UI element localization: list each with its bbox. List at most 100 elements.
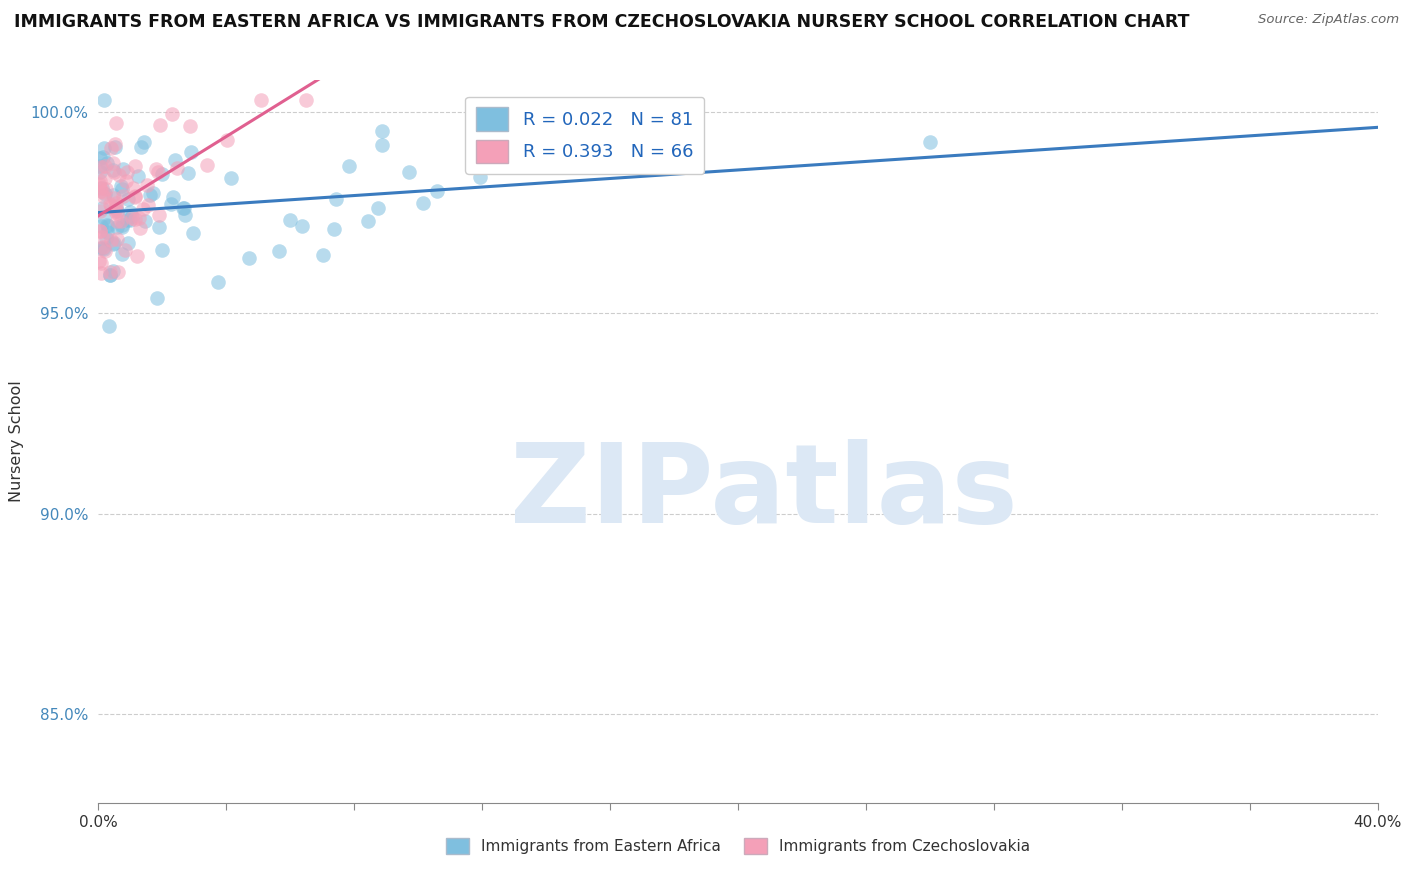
Point — [104, 204, 127, 219]
Point — [174, 209, 197, 223]
Point — [172, 202, 194, 216]
Point — [124, 188, 146, 202]
Point — [97, 318, 120, 333]
Point — [162, 190, 184, 204]
Point — [90, 184, 112, 198]
Point — [105, 116, 128, 130]
Point — [146, 164, 169, 178]
Point — [110, 214, 132, 228]
Point — [250, 94, 273, 108]
Point — [91, 240, 114, 254]
Point — [150, 168, 173, 182]
Point — [103, 163, 125, 178]
Point — [117, 192, 139, 206]
Point — [322, 222, 344, 236]
Point — [148, 219, 170, 234]
Point — [90, 255, 112, 269]
Point — [920, 135, 942, 149]
Point — [90, 266, 112, 280]
Legend: Immigrants from Eastern Africa, Immigrants from Czechoslovakia: Immigrants from Eastern Africa, Immigran… — [440, 832, 1036, 860]
Point — [89, 177, 111, 191]
Point — [90, 219, 112, 234]
Point — [100, 141, 122, 155]
Point — [117, 212, 139, 227]
Point — [105, 213, 128, 227]
Point — [103, 156, 125, 170]
Point — [370, 124, 392, 138]
Point — [89, 174, 111, 188]
Point — [105, 206, 128, 220]
Point — [114, 173, 136, 187]
Point — [111, 161, 134, 176]
Point — [104, 202, 127, 216]
Point — [91, 241, 114, 255]
Point — [103, 187, 125, 202]
Point — [93, 211, 115, 225]
Point — [115, 165, 138, 179]
Point — [134, 214, 156, 228]
Point — [145, 161, 167, 176]
Point — [160, 107, 183, 121]
Point — [89, 159, 111, 173]
Point — [100, 233, 122, 247]
Point — [146, 291, 169, 305]
Point — [98, 264, 121, 278]
Point — [93, 243, 115, 257]
Point — [337, 159, 360, 173]
Point — [104, 139, 127, 153]
Point — [96, 225, 118, 239]
Point — [91, 185, 114, 199]
Point — [103, 236, 125, 251]
Point — [128, 221, 150, 235]
Point — [173, 201, 195, 215]
Point — [93, 94, 115, 108]
Point — [312, 247, 335, 261]
Point — [93, 141, 115, 155]
Point — [111, 189, 134, 203]
Text: ZIPatlas: ZIPatlas — [510, 439, 1018, 546]
Point — [107, 265, 129, 279]
Point — [94, 244, 117, 258]
Point — [111, 219, 134, 234]
Point — [89, 224, 111, 238]
Point — [98, 268, 121, 282]
Point — [468, 170, 491, 185]
Point — [100, 197, 122, 211]
Point — [91, 201, 114, 215]
Point — [325, 193, 347, 207]
Point — [148, 208, 170, 222]
Point — [105, 220, 128, 235]
Point — [118, 205, 141, 219]
Point — [398, 165, 420, 179]
Text: IMMIGRANTS FROM EASTERN AFRICA VS IMMIGRANTS FROM CZECHOSLOVAKIA NURSERY SCHOOL : IMMIGRANTS FROM EASTERN AFRICA VS IMMIGR… — [14, 13, 1189, 31]
Point — [100, 268, 122, 283]
Point — [238, 252, 260, 266]
Point — [165, 153, 187, 167]
Point — [129, 140, 152, 154]
Point — [89, 241, 111, 255]
Point — [121, 211, 143, 225]
Point — [96, 218, 118, 232]
Point — [371, 137, 394, 152]
Point — [103, 237, 125, 252]
Point — [103, 165, 125, 179]
Point — [127, 169, 149, 183]
Point — [128, 211, 150, 225]
Point — [103, 191, 125, 205]
Point — [357, 213, 380, 227]
Point — [101, 264, 124, 278]
Y-axis label: Nursery School: Nursery School — [10, 381, 24, 502]
Point — [412, 196, 434, 211]
Point — [96, 181, 118, 195]
Point — [91, 180, 114, 194]
Point — [280, 213, 302, 227]
Point — [166, 161, 188, 176]
Point — [96, 155, 118, 169]
Point — [219, 171, 242, 186]
Point — [142, 186, 165, 200]
Point — [114, 243, 136, 257]
Point — [180, 145, 202, 159]
Point — [136, 198, 159, 212]
Point — [91, 230, 114, 244]
Point — [108, 168, 131, 182]
